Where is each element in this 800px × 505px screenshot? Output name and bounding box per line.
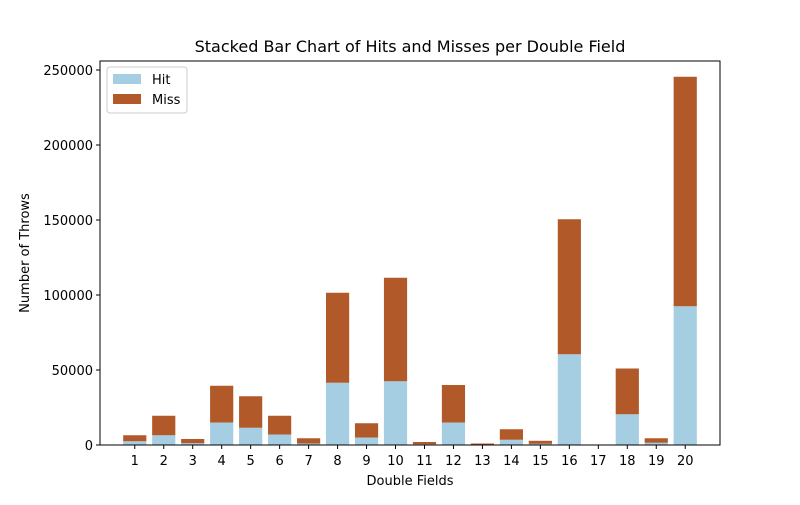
y-tick-label: 250000 — [43, 64, 93, 79]
legend-swatch-hit — [113, 74, 141, 84]
bar-miss-16 — [558, 219, 581, 354]
bars-group — [123, 77, 697, 445]
bar-hit-9 — [355, 438, 378, 446]
legend-swatch-miss — [113, 94, 141, 104]
y-axis: 0 50000 100000 150000 200000 250000 — [43, 64, 100, 454]
x-tick-label: 10 — [387, 454, 404, 469]
bar-hit-8 — [326, 383, 349, 445]
x-tick-label: 1 — [131, 454, 139, 469]
bar-hit-5 — [239, 428, 262, 445]
bar-miss-11 — [413, 442, 436, 444]
bar-miss-19 — [645, 438, 668, 443]
x-tick-label: 7 — [304, 454, 312, 469]
bar-hit-6 — [268, 435, 291, 446]
x-tick-label: 5 — [247, 454, 255, 469]
bar-hit-18 — [616, 414, 639, 445]
bar-hit-4 — [210, 423, 233, 446]
bar-miss-18 — [616, 369, 639, 415]
y-tick-label: 150000 — [43, 214, 93, 229]
x-tick-label: 18 — [619, 454, 636, 469]
bar-miss-14 — [500, 429, 523, 440]
y-axis-title: Number of Throws — [18, 193, 33, 313]
bar-hit-16 — [558, 354, 581, 445]
x-tick-label: 20 — [677, 454, 694, 469]
bar-hit-14 — [500, 440, 523, 445]
bar-miss-20 — [674, 77, 697, 307]
bar-miss-10 — [384, 278, 407, 382]
x-tick-label: 6 — [275, 454, 283, 469]
bar-miss-15 — [529, 441, 552, 444]
x-tick-label: 14 — [503, 454, 520, 469]
y-tick-label: 100000 — [43, 289, 93, 304]
bar-miss-13 — [471, 444, 494, 445]
x-tick-label: 13 — [474, 454, 491, 469]
x-tick-label: 2 — [160, 454, 168, 469]
bar-hit-1 — [123, 441, 146, 445]
x-tick-label: 15 — [532, 454, 549, 469]
bar-miss-5 — [239, 396, 262, 428]
legend-label-miss: Miss — [152, 93, 181, 108]
x-tick-label: 9 — [362, 454, 370, 469]
bar-miss-3 — [181, 439, 204, 443]
legend: Hit Miss — [107, 67, 187, 113]
x-tick-label: 19 — [648, 454, 665, 469]
x-tick-label: 4 — [218, 454, 226, 469]
bar-hit-2 — [152, 435, 175, 445]
y-tick-label: 0 — [85, 439, 93, 454]
x-tick-label: 8 — [333, 454, 341, 469]
x-tick-label: 16 — [561, 454, 578, 469]
bar-miss-7 — [297, 438, 320, 443]
bar-miss-2 — [152, 416, 175, 436]
x-tick-label: 12 — [445, 454, 462, 469]
bar-miss-4 — [210, 386, 233, 423]
bar-hit-20 — [674, 306, 697, 445]
bar-miss-8 — [326, 293, 349, 383]
bar-miss-9 — [355, 423, 378, 437]
y-tick-label: 200000 — [43, 139, 93, 154]
bar-miss-6 — [268, 416, 291, 435]
x-tick-label: 17 — [590, 454, 607, 469]
x-tick-label: 11 — [416, 454, 433, 469]
bar-miss-12 — [442, 385, 465, 423]
x-tick-label: 3 — [189, 454, 197, 469]
bar-hit-12 — [442, 423, 465, 446]
y-tick-label: 50000 — [52, 364, 93, 379]
legend-label-hit: Hit — [152, 73, 170, 88]
chart-title: Stacked Bar Chart of Hits and Misses per… — [195, 37, 626, 56]
bar-hit-10 — [384, 381, 407, 445]
bar-miss-1 — [123, 435, 146, 441]
x-axis-title: Double Fields — [367, 474, 454, 489]
